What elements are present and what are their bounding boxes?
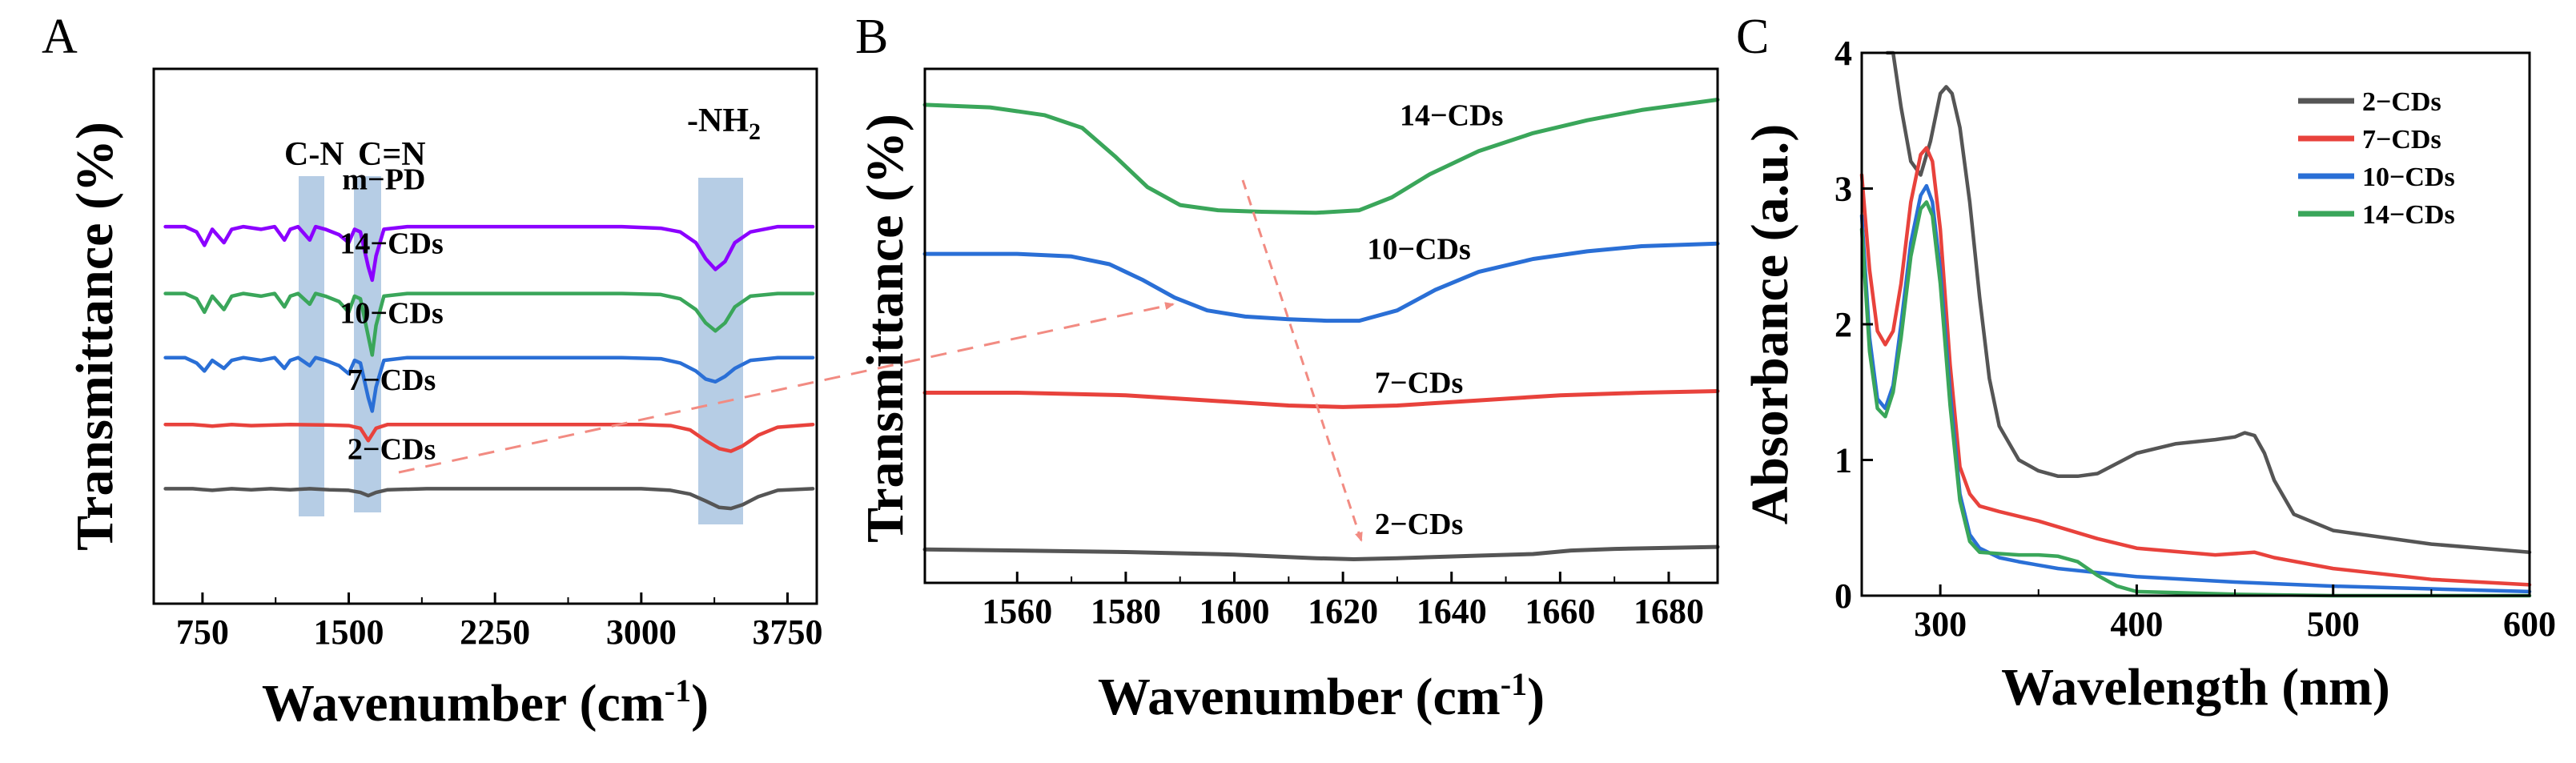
x-tick-label: 1600 — [1200, 592, 1270, 631]
band-label-c-n: C-N — [284, 136, 344, 173]
series-label: 2−CDs — [1375, 508, 1463, 541]
x-tick-label: 1500 — [314, 612, 384, 652]
series-line-14cds — [922, 98, 1720, 215]
x-tick-label: 400 — [2110, 604, 2163, 644]
x-tick-label: 300 — [1914, 604, 1967, 644]
x-tick-label: 750 — [176, 612, 229, 652]
y-tick-label: 0 — [1835, 576, 1852, 616]
panel-b: B 14−CDs 10−CDs 7−CDs 2−CDs 1560 1580 1600 162… — [398, 10, 1720, 726]
plot-c-legend: 2−CDs 7−CDs 10−CDs 14−CDs — [2298, 87, 2455, 230]
x-axis-title-b: Wavenumber (cm-1) — [1098, 666, 1545, 726]
legend-label: 14−CDs — [2362, 200, 2455, 230]
band-label-c-double-n: C=N — [358, 136, 426, 173]
x-axis-title-a: Wavenumber (cm-1) — [262, 673, 709, 733]
trend-arrow-zoom — [398, 302, 1175, 474]
x-tick-label: 2250 — [460, 612, 530, 652]
plot-c-axes: 300 400 500 600 0 1 2 3 4 — [1835, 34, 2556, 644]
series-line-mpd — [163, 224, 815, 283]
band-label-nh2: -NH2 — [687, 102, 761, 145]
y-tick-label: 3 — [1835, 170, 1852, 209]
series-label: 14−CDs — [1400, 99, 1503, 133]
plot-a-x-axis: 750 1500 2250 3000 3750 — [176, 592, 822, 652]
series-label: 10−CDs — [1367, 233, 1470, 267]
series-label: 14−CDs — [340, 227, 443, 261]
y-tick-label: 2 — [1835, 305, 1852, 344]
x-axis-title-c: Wavelength (nm) — [2001, 658, 2390, 717]
plot-b-x-axis: 1560 1580 1600 1620 1640 1660 1680 — [982, 572, 1704, 631]
series-label: m−PD — [342, 163, 425, 196]
panel-c: C 300 400 500 600 0 1 2 3 4 2−CDs 7−CDs 10−CDs 14−C… — [1736, 10, 2556, 717]
x-tick-label: 500 — [2307, 604, 2360, 644]
legend-label: 7−CDs — [2362, 125, 2441, 155]
x-tick-label: 1680 — [1634, 592, 1704, 631]
series-line-14cds — [1859, 200, 2532, 598]
y-axis-title-b: Transmittance (%) — [856, 114, 914, 543]
plot-b-lines — [922, 98, 1720, 561]
series-label: 10−CDs — [340, 296, 443, 330]
plot-a-series-labels: m−PD 14−CDs 10−CDs 7−CDs 2−CDs — [340, 163, 443, 466]
series-line-2cds — [922, 544, 1720, 561]
series-label: 7−CDs — [348, 363, 436, 397]
series-line-10cds — [922, 241, 1720, 323]
series-line-7cds — [1859, 146, 2532, 587]
legend-label: 10−CDs — [2362, 163, 2455, 192]
trend-arrow-shift — [1241, 179, 1363, 542]
series-line-14cds — [163, 291, 815, 357]
series-line-7cds — [922, 389, 1720, 409]
plot-a-frame — [152, 67, 818, 605]
y-axis-title-a: Transmittance (%) — [66, 122, 124, 551]
x-tick-label: 600 — [2503, 604, 2556, 644]
series-line-2cds — [163, 487, 815, 511]
series-line-10cds — [1859, 183, 2532, 594]
y-tick-label: 1 — [1835, 441, 1852, 480]
y-axis-title-c: Absorbance (a.u.) — [1741, 124, 1799, 525]
panel-letter-a: A — [42, 10, 78, 64]
x-tick-label: 3000 — [606, 612, 677, 652]
plot-c-lines — [1859, 50, 2532, 598]
x-tick-label: 1660 — [1525, 592, 1595, 631]
panel-a: A m−PD 14−CDs 10−CDs 7−CDs 2−CDs 750 1500 2250… — [42, 10, 822, 733]
series-line-2cds — [1885, 50, 2532, 555]
panel-letter-b: B — [855, 10, 888, 64]
x-tick-label: 1620 — [1308, 592, 1378, 631]
series-label: 2−CDs — [348, 433, 436, 467]
x-tick-label: 3750 — [752, 612, 822, 652]
plot-b-frame — [923, 67, 1719, 584]
plot-b-series-labels: 14−CDs 10−CDs 7−CDs 2−CDs — [1367, 99, 1503, 541]
series-line-7cds — [163, 422, 815, 453]
panel-letter-c: C — [1736, 10, 1769, 64]
series-label: 7−CDs — [1375, 367, 1463, 400]
series-line-10cds — [163, 355, 815, 413]
y-tick-label: 4 — [1835, 34, 1852, 73]
x-tick-label: 1640 — [1417, 592, 1487, 631]
x-tick-label: 1580 — [1091, 592, 1161, 631]
x-tick-label: 1560 — [982, 592, 1052, 631]
plot-a-lines — [163, 224, 815, 511]
band-nh2 — [698, 178, 743, 524]
legend-label: 2−CDs — [2362, 87, 2441, 117]
